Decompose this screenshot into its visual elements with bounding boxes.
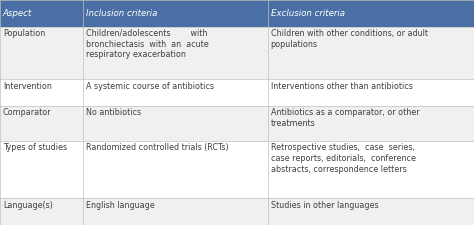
Text: Types of studies: Types of studies: [3, 143, 67, 152]
Text: Children/adolescents        with
bronchiectasis  with  an  acute
respiratory exa: Children/adolescents with bronchiectasis…: [86, 29, 209, 59]
Text: Inclusion criteria: Inclusion criteria: [86, 9, 157, 18]
Text: Aspect: Aspect: [3, 9, 32, 18]
Text: Comparator: Comparator: [3, 108, 52, 117]
Bar: [0, 0, 83, 27]
Bar: [83, 198, 268, 225]
Bar: [0, 79, 83, 106]
Bar: [83, 27, 268, 79]
Bar: [0, 106, 83, 141]
Text: Children with other conditions, or adult
populations: Children with other conditions, or adult…: [271, 29, 428, 49]
Bar: [268, 0, 474, 27]
Text: Language(s): Language(s): [3, 201, 53, 210]
Bar: [83, 79, 268, 106]
Bar: [268, 198, 474, 225]
Text: Population: Population: [3, 29, 45, 38]
Bar: [83, 106, 268, 141]
Text: English language: English language: [86, 201, 155, 210]
Text: A systemic course of antibiotics: A systemic course of antibiotics: [86, 82, 214, 91]
Text: Antibiotics as a comparator, or other
treatments: Antibiotics as a comparator, or other tr…: [271, 108, 419, 128]
Text: Studies in other languages: Studies in other languages: [271, 201, 378, 210]
Bar: [268, 27, 474, 79]
Bar: [268, 141, 474, 198]
Text: Exclusion criteria: Exclusion criteria: [271, 9, 345, 18]
Text: Intervention: Intervention: [3, 82, 52, 91]
Bar: [268, 79, 474, 106]
Bar: [83, 141, 268, 198]
Bar: [83, 0, 268, 27]
Bar: [0, 141, 83, 198]
Text: Retrospective studies,  case  series,
case reports, editorials,  conference
abst: Retrospective studies, case series, case…: [271, 143, 416, 174]
Bar: [0, 198, 83, 225]
Bar: [268, 106, 474, 141]
Text: No antibiotics: No antibiotics: [86, 108, 141, 117]
Text: Randomized controlled trials (RCTs): Randomized controlled trials (RCTs): [86, 143, 228, 152]
Bar: [0, 27, 83, 79]
Text: Interventions other than antibiotics: Interventions other than antibiotics: [271, 82, 412, 91]
